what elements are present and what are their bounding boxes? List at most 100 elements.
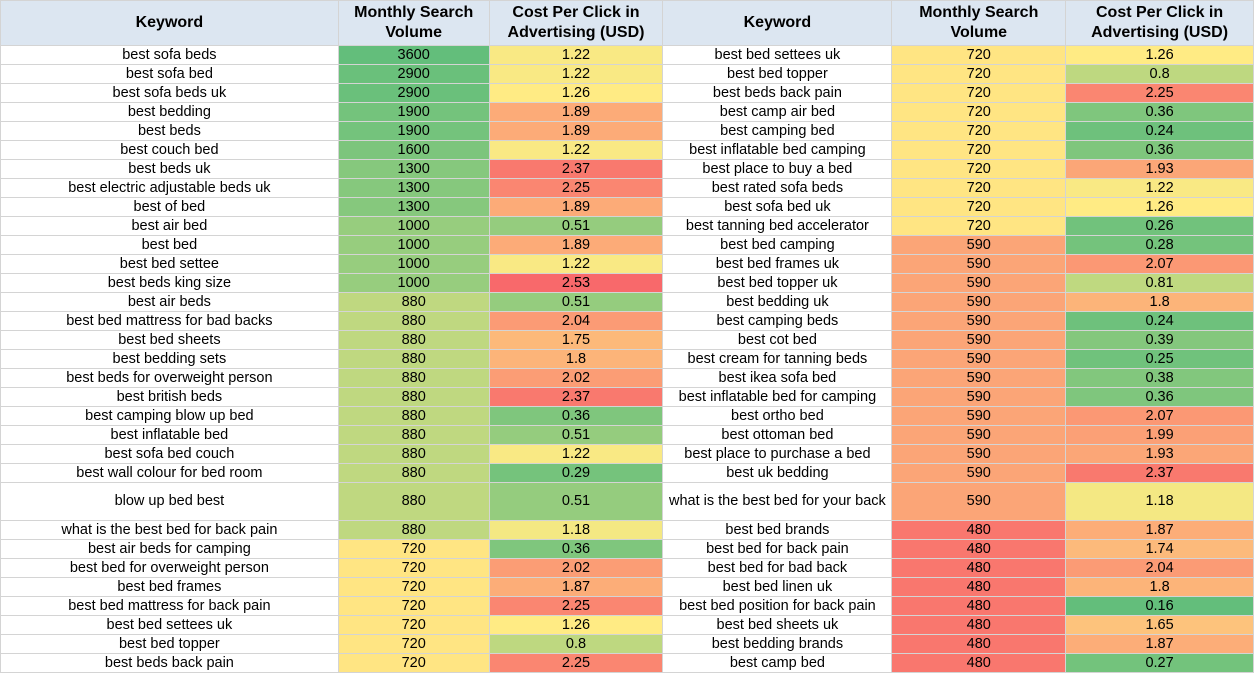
cpc-cell[interactable]: 0.27 [1065,653,1254,673]
keyword-cell[interactable]: best inflatable bed camping [662,140,893,160]
volume-cell[interactable]: 720 [891,64,1067,84]
volume-cell[interactable]: 880 [337,292,490,312]
cpc-cell[interactable]: 0.36 [1065,102,1254,122]
volume-cell[interactable]: 1000 [337,235,490,255]
volume-cell[interactable]: 880 [337,444,490,464]
volume-cell[interactable]: 880 [337,482,490,521]
cpc-cell[interactable]: 1.18 [1065,482,1254,521]
keyword-cell[interactable]: best place to buy a bed [662,159,893,179]
keyword-cell[interactable]: best bed sheets [0,330,339,350]
cpc-cell[interactable]: 1.99 [1065,425,1254,445]
keyword-cell[interactable]: best camp bed [662,653,893,673]
volume-cell[interactable]: 590 [891,482,1067,521]
cpc-cell[interactable]: 1.22 [488,45,664,65]
keyword-cell[interactable]: best inflatable bed for camping [662,387,893,407]
keyword-cell[interactable]: best rated sofa beds [662,178,893,198]
keyword-cell[interactable]: best of bed [0,197,339,217]
keyword-cell[interactable]: best sofa bed uk [662,197,893,217]
header-cpc-2[interactable]: Cost Per Click in Advertising (USD) [1065,0,1254,46]
keyword-cell[interactable]: best bed camping [662,235,893,255]
keyword-cell[interactable]: best bed position for back pain [662,596,893,616]
cpc-cell[interactable]: 1.75 [488,330,664,350]
cpc-cell[interactable]: 0.51 [488,216,664,236]
cpc-cell[interactable]: 2.04 [1065,558,1254,578]
volume-cell[interactable]: 590 [891,406,1067,426]
volume-cell[interactable]: 880 [337,406,490,426]
cpc-cell[interactable]: 1.65 [1065,615,1254,635]
volume-cell[interactable]: 3600 [337,45,490,65]
keyword-cell[interactable]: best air beds for camping [0,539,339,559]
cpc-cell[interactable]: 2.02 [488,558,664,578]
keyword-cell[interactable]: best air beds [0,292,339,312]
cpc-cell[interactable]: 1.89 [488,197,664,217]
volume-cell[interactable]: 480 [891,577,1067,597]
keyword-cell[interactable]: best wall colour for bed room [0,463,339,483]
cpc-cell[interactable]: 0.24 [1065,311,1254,331]
keyword-cell[interactable]: best tanning bed accelerator [662,216,893,236]
keyword-cell[interactable]: best bed mattress for bad backs [0,311,339,331]
cpc-cell[interactable]: 1.93 [1065,159,1254,179]
volume-cell[interactable]: 720 [891,102,1067,122]
volume-cell[interactable]: 880 [337,425,490,445]
cpc-cell[interactable]: 0.36 [488,406,664,426]
volume-cell[interactable]: 720 [891,197,1067,217]
keyword-cell[interactable]: best bed settees uk [662,45,893,65]
volume-cell[interactable]: 880 [337,349,490,369]
cpc-cell[interactable]: 2.04 [488,311,664,331]
keyword-cell[interactable]: best camping bed [662,121,893,141]
cpc-cell[interactable]: 0.26 [1065,216,1254,236]
cpc-cell[interactable]: 1.22 [488,64,664,84]
keyword-cell[interactable]: best beds back pain [662,83,893,103]
volume-cell[interactable]: 720 [891,83,1067,103]
volume-cell[interactable]: 720 [337,539,490,559]
cpc-cell[interactable]: 1.89 [488,102,664,122]
volume-cell[interactable]: 590 [891,425,1067,445]
volume-cell[interactable]: 590 [891,254,1067,274]
volume-cell[interactable]: 720 [337,558,490,578]
cpc-cell[interactable]: 1.8 [1065,577,1254,597]
volume-cell[interactable]: 1000 [337,254,490,274]
volume-cell[interactable]: 1900 [337,121,490,141]
keyword-cell[interactable]: best camping beds [662,311,893,331]
keyword-cell[interactable]: best sofa bed couch [0,444,339,464]
keyword-cell[interactable]: best bed topper [662,64,893,84]
keyword-cell[interactable]: best bed settees uk [0,615,339,635]
volume-cell[interactable]: 880 [337,311,490,331]
keyword-cell[interactable]: best uk bedding [662,463,893,483]
volume-cell[interactable]: 590 [891,330,1067,350]
volume-cell[interactable]: 590 [891,349,1067,369]
cpc-cell[interactable]: 1.89 [488,121,664,141]
keyword-cell[interactable]: best bed frames [0,577,339,597]
cpc-cell[interactable]: 0.39 [1065,330,1254,350]
cpc-cell[interactable]: 1.26 [1065,45,1254,65]
keyword-cell[interactable]: best bed for bad back [662,558,893,578]
header-volume-1[interactable]: Monthly Search Volume [337,0,490,46]
volume-cell[interactable]: 880 [337,368,490,388]
volume-cell[interactable]: 1000 [337,273,490,293]
volume-cell[interactable]: 480 [891,615,1067,635]
cpc-cell[interactable]: 2.37 [488,387,664,407]
volume-cell[interactable]: 2900 [337,64,490,84]
volume-cell[interactable]: 1900 [337,102,490,122]
cpc-cell[interactable]: 1.22 [488,444,664,464]
keyword-cell[interactable]: best beds uk [0,159,339,179]
keyword-cell[interactable]: best bed brands [662,520,893,540]
keyword-cell[interactable]: best bed linen uk [662,577,893,597]
volume-cell[interactable]: 480 [891,634,1067,654]
keyword-cell[interactable]: best air bed [0,216,339,236]
cpc-cell[interactable]: 0.36 [1065,387,1254,407]
cpc-cell[interactable]: 2.07 [1065,254,1254,274]
volume-cell[interactable]: 590 [891,444,1067,464]
keyword-cell[interactable]: best place to purchase a bed [662,444,893,464]
cpc-cell[interactable]: 1.26 [488,83,664,103]
volume-cell[interactable]: 590 [891,368,1067,388]
keyword-cell[interactable]: best ottoman bed [662,425,893,445]
volume-cell[interactable]: 480 [891,596,1067,616]
keyword-cell[interactable]: best bedding sets [0,349,339,369]
cpc-cell[interactable]: 1.89 [488,235,664,255]
volume-cell[interactable]: 480 [891,653,1067,673]
keyword-cell[interactable]: best ikea sofa bed [662,368,893,388]
volume-cell[interactable]: 1000 [337,216,490,236]
cpc-cell[interactable]: 2.53 [488,273,664,293]
volume-cell[interactable]: 590 [891,387,1067,407]
